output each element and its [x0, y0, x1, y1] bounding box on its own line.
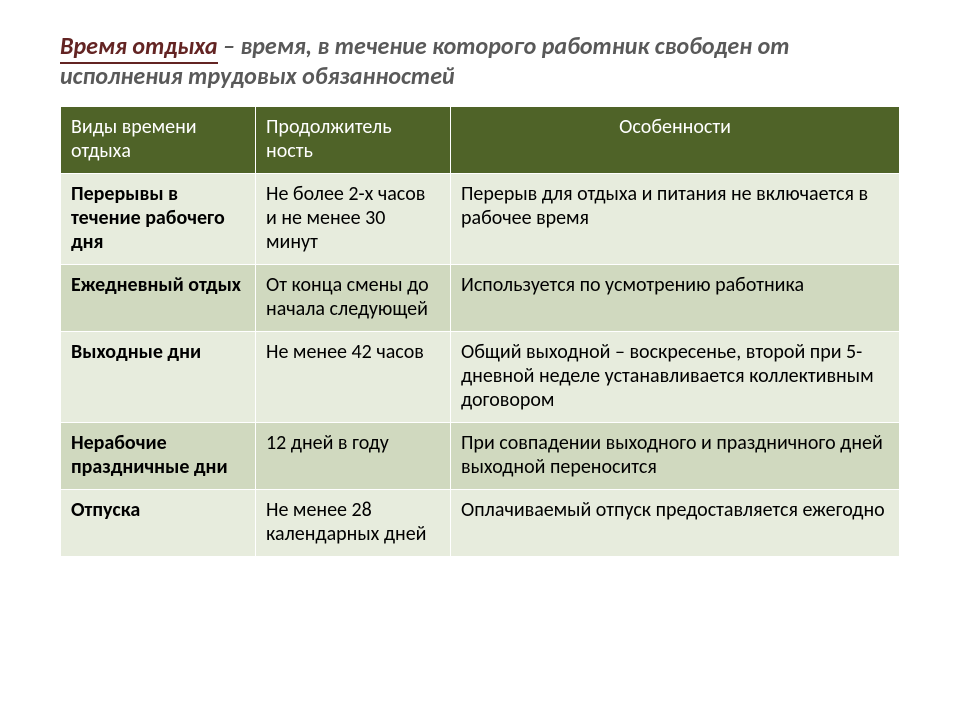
title-accent: Время отдыха — [60, 32, 218, 64]
cell-features: Используется по усмотрению работника — [451, 265, 900, 332]
table-row: Выходные дни Не менее 42 часов Общий вых… — [61, 332, 900, 423]
col-header-types: Виды времени отдыха — [61, 107, 256, 174]
rest-types-table: Виды времени отдыха Продолжитель ность О… — [60, 106, 900, 557]
cell-type: Нерабочие праздничные дни — [61, 423, 256, 490]
cell-type: Ежедневный отдых — [61, 265, 256, 332]
cell-features: Перерыв для отдыха и питания не включает… — [451, 174, 900, 265]
cell-features: При совпадении выходного и праздничного … — [451, 423, 900, 490]
table-row: Нерабочие праздничные дни 12 дней в году… — [61, 423, 900, 490]
cell-type: Отпуска — [61, 490, 256, 557]
cell-type: Перерывы в течение рабочего дня — [61, 174, 256, 265]
table-header-row: Виды времени отдыха Продолжитель ность О… — [61, 107, 900, 174]
table-row: Ежедневный отдых От конца смены до начал… — [61, 265, 900, 332]
cell-type: Выходные дни — [61, 332, 256, 423]
page-title: Время отдыха – время, в течение которого… — [60, 32, 900, 92]
col-header-duration: Продолжитель ность — [256, 107, 451, 174]
cell-duration: Не менее 42 часов — [256, 332, 451, 423]
cell-duration: Не менее 28 календарных дней — [256, 490, 451, 557]
table-row: Перерывы в течение рабочего дня Не более… — [61, 174, 900, 265]
cell-duration: От конца смены до начала следующей — [256, 265, 451, 332]
cell-features: Общий выходной – воскресенье, второй при… — [451, 332, 900, 423]
slide: Время отдыха – время, в течение которого… — [0, 0, 960, 720]
table-row: Отпуска Не менее 28 календарных дней Опл… — [61, 490, 900, 557]
cell-duration: Не более 2-х часов и не менее 30 минут — [256, 174, 451, 265]
cell-features: Оплачиваемый отпуск предоставляется ежег… — [451, 490, 900, 557]
col-header-features: Особенности — [451, 107, 900, 174]
cell-duration: 12 дней в году — [256, 423, 451, 490]
